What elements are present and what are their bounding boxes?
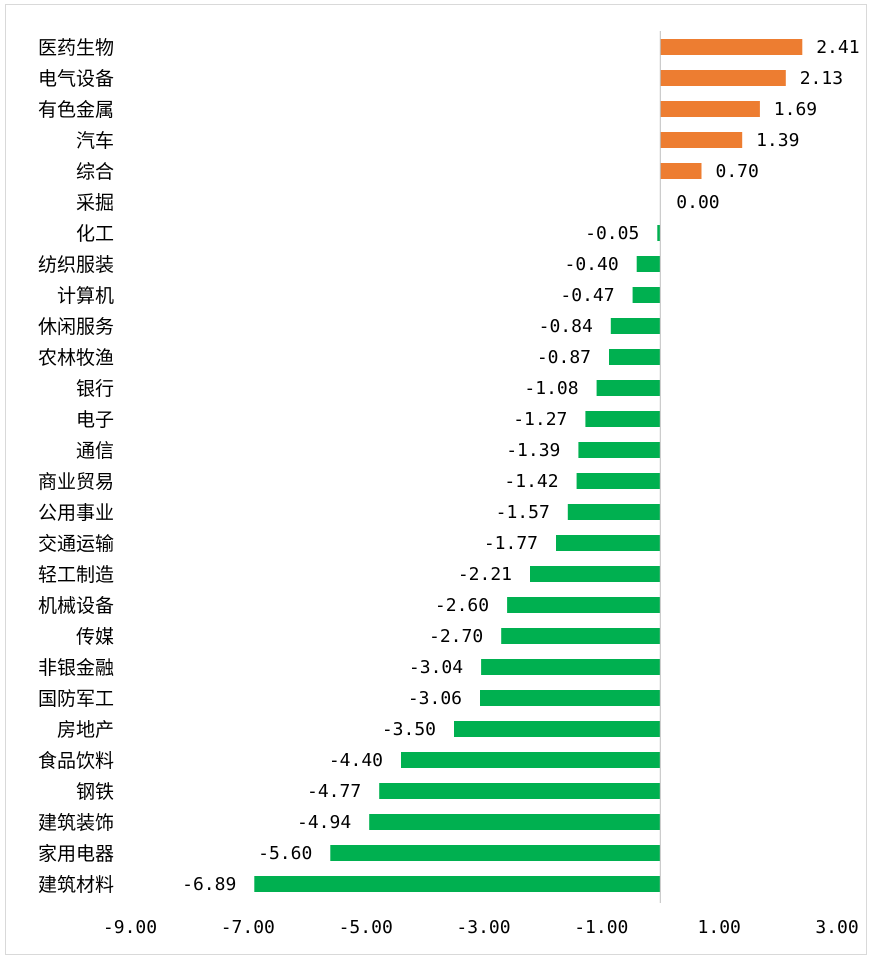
category-label: 建筑装饰 <box>38 812 114 834</box>
x-tick-label: -3.00 <box>456 917 510 938</box>
x-tick-label: -5.00 <box>339 917 393 938</box>
value-label: -0.84 <box>539 316 593 337</box>
category-label: 有色金属 <box>38 99 114 121</box>
bar <box>610 318 661 334</box>
value-label: 0.00 <box>676 192 719 213</box>
category-label: 钢铁 <box>76 781 114 803</box>
value-label: -1.57 <box>496 502 550 523</box>
category-label: 公用事业 <box>38 502 114 524</box>
bar <box>480 690 661 706</box>
value-label: 0.70 <box>716 161 759 182</box>
value-label: -2.70 <box>429 626 483 647</box>
bar <box>596 380 661 396</box>
bar <box>660 101 760 117</box>
bar <box>530 566 661 582</box>
bar <box>556 535 661 551</box>
value-label: -1.08 <box>524 378 578 399</box>
value-label: -0.40 <box>565 254 619 275</box>
category-label: 采掘 <box>76 192 114 214</box>
value-label: 2.41 <box>816 37 859 58</box>
bar <box>379 783 661 799</box>
category-label: 电子 <box>76 409 114 431</box>
bar <box>507 597 661 613</box>
bar <box>636 256 661 272</box>
value-label: -0.05 <box>585 223 639 244</box>
value-label: 2.13 <box>800 68 843 89</box>
category-label: 机械设备 <box>38 595 114 617</box>
bar <box>578 442 661 458</box>
category-label: 非银金融 <box>38 657 114 679</box>
bar <box>567 504 661 520</box>
category-label: 交通运输 <box>38 533 114 555</box>
x-tick-label: -7.00 <box>221 917 275 938</box>
value-label: 1.39 <box>756 130 799 151</box>
category-label: 房地产 <box>57 719 114 741</box>
value-label: -4.94 <box>297 812 351 833</box>
category-label: 银行 <box>76 378 114 400</box>
category-label: 农林牧渔 <box>38 347 114 369</box>
bar <box>660 39 803 55</box>
bar <box>660 163 702 179</box>
bar <box>576 473 661 489</box>
category-label: 纺织服装 <box>38 254 114 276</box>
category-label: 家用电器 <box>38 843 114 865</box>
bar <box>501 628 661 644</box>
value-label: -3.50 <box>382 719 436 740</box>
value-label: -5.60 <box>258 843 312 864</box>
value-label: 1.69 <box>774 99 817 120</box>
value-label: -4.77 <box>307 781 361 802</box>
bar <box>660 132 743 148</box>
value-label: -2.21 <box>458 564 512 585</box>
category-label: 通信 <box>76 440 114 462</box>
bar <box>585 411 661 427</box>
category-label: 轻工制造 <box>38 564 114 586</box>
value-label: -6.89 <box>182 874 236 895</box>
category-label: 计算机 <box>57 285 114 307</box>
bar <box>369 814 661 830</box>
value-label: -3.04 <box>409 657 463 678</box>
value-label: -1.77 <box>484 533 538 554</box>
bar <box>254 876 661 892</box>
category-label: 建筑材料 <box>38 874 114 896</box>
x-tick-label: 1.00 <box>698 917 741 938</box>
category-label: 汽车 <box>76 130 114 152</box>
bar <box>632 287 661 303</box>
bar <box>660 70 786 86</box>
category-label: 电气设备 <box>38 68 114 90</box>
value-label: -2.60 <box>435 595 489 616</box>
category-label: 休闲服务 <box>38 316 114 338</box>
bar <box>481 659 661 675</box>
category-label: 传媒 <box>76 626 114 648</box>
value-label: -1.27 <box>513 409 567 430</box>
category-label: 国防军工 <box>38 688 114 710</box>
bar <box>454 721 661 737</box>
value-label: -4.40 <box>329 750 383 771</box>
bar <box>401 752 661 768</box>
bar <box>609 349 661 365</box>
x-tick-label: -1.00 <box>574 917 628 938</box>
category-label: 化工 <box>76 223 114 245</box>
category-label: 综合 <box>76 161 114 183</box>
x-tick-label: 3.00 <box>815 917 858 938</box>
value-label: -0.87 <box>537 347 591 368</box>
value-label: -0.47 <box>560 285 614 306</box>
value-label: -1.42 <box>504 471 558 492</box>
x-tick-label: -9.00 <box>103 917 157 938</box>
value-label: -1.39 <box>506 440 560 461</box>
category-label: 食品饮料 <box>38 750 114 772</box>
chart-frame: 医药生物 2.41 电气设备 2.13 有色金属 1.69 汽车 1.39 综合 0.70 采掘 0.… <box>5 4 867 955</box>
category-label: 商业贸易 <box>38 471 114 493</box>
bar-chart: 医药生物 2.41 电气设备 2.13 有色金属 1.69 汽车 1.39 综合 0.70 采掘 0.… <box>38 31 860 938</box>
category-label: 医药生物 <box>38 37 114 59</box>
value-label: -3.06 <box>408 688 462 709</box>
bar <box>330 845 661 861</box>
bar <box>657 225 661 241</box>
